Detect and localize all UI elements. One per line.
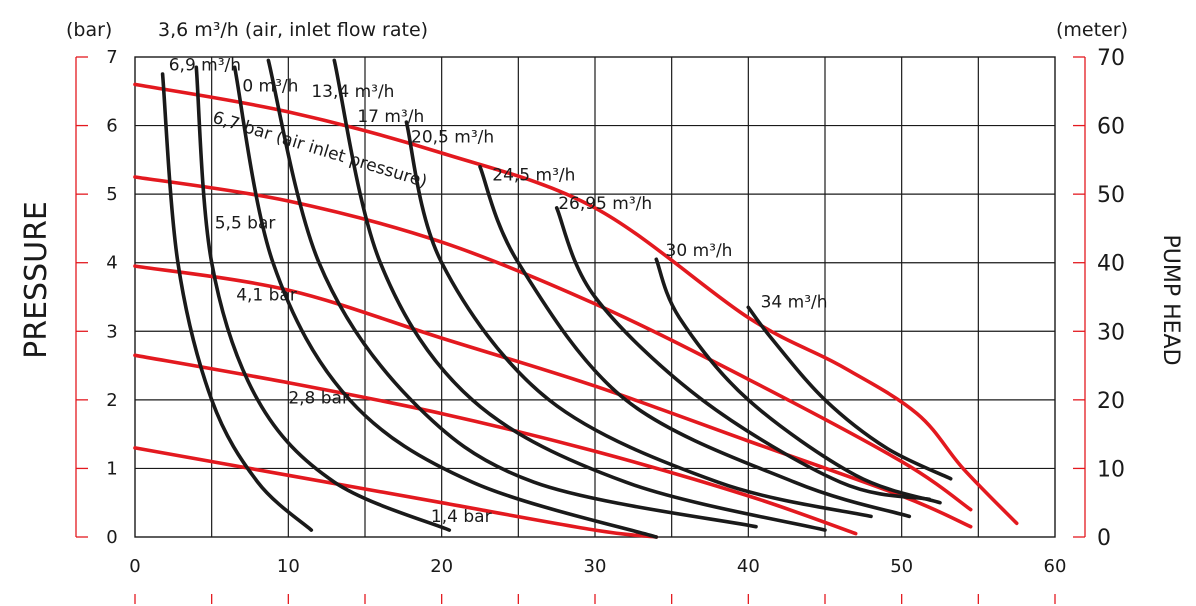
air-flow-curve-label: 24,5 m³/h <box>492 165 575 185</box>
left-tick-label: 6 <box>106 116 117 137</box>
right-tick-label: 10 <box>1097 457 1125 482</box>
air-flow-curve-label: 30 m³/h <box>666 241 733 261</box>
left-tick-label: 2 <box>106 390 117 411</box>
air-flow-curve <box>654 257 942 505</box>
x-tick-label: 50 <box>890 556 913 577</box>
air-flow-curve-label: 17 m³/h <box>357 107 424 127</box>
air-flow-curve-label: 34 m³/h <box>761 292 828 312</box>
left-tick-label: 1 <box>106 458 117 479</box>
left-tick-label: 5 <box>106 184 117 205</box>
air-flow-curve <box>232 65 659 539</box>
x-tick-label: 30 <box>584 556 607 577</box>
left-tick-label: 3 <box>106 321 117 342</box>
air-flow-curve-label: 13,4 m³/h <box>311 82 394 102</box>
left-tick-label: 0 <box>106 527 117 548</box>
left-axis-title: PRESSURE <box>19 201 54 359</box>
pressure-curve-label: 5,5 bar <box>215 213 276 233</box>
curves <box>133 58 1019 539</box>
left-axis-unit: (bar) <box>66 19 112 41</box>
right-tick-label: 20 <box>1097 389 1125 414</box>
pressure-curve <box>133 353 858 536</box>
right-tick-label: 30 <box>1097 320 1125 345</box>
right-axis-unit: (meter) <box>1056 19 1128 41</box>
right-tick-label: 50 <box>1097 183 1125 208</box>
air-flow-curve-label: 20,5 m³/h <box>411 128 494 148</box>
pressure-curve-label: 2,8 bar <box>288 388 349 408</box>
pressure-curve <box>133 446 659 539</box>
air-flow-curve <box>194 65 452 532</box>
air-flow-curve <box>478 164 912 519</box>
air-flow-curve <box>554 206 932 502</box>
pressure-curve <box>133 82 1019 526</box>
pressure-curve-label: 1,4 bar <box>431 507 492 527</box>
x-tick-label: 10 <box>277 556 300 577</box>
x-tick-label: 60 <box>1044 556 1067 577</box>
right-tick-label: 70 <box>1097 46 1125 71</box>
pressure-curve <box>133 175 973 512</box>
x-tick-label: 0 <box>129 556 140 577</box>
air-flow-curve <box>160 72 314 532</box>
right-axis-title: PUMP HEAD <box>1158 234 1183 365</box>
air-flow-curve-label: 6,9 m³/h <box>169 56 241 76</box>
air-flow-curve <box>266 58 758 529</box>
right-tick-label: 0 <box>1097 526 1111 551</box>
x-tick-label: 20 <box>430 556 453 577</box>
air-flow-curve <box>332 58 827 532</box>
air-flow-curve <box>404 120 873 519</box>
x-tick-label: 40 <box>737 556 760 577</box>
top-annotation: 3,6 m³/h (air, inlet flow rate) <box>158 19 428 41</box>
left-tick-label: 4 <box>106 253 117 274</box>
pressure-curve-label: 4,1 bar <box>236 285 297 305</box>
air-flow-curve <box>746 305 953 481</box>
air-flow-curve-label: 26,95 m³/h <box>558 194 652 214</box>
air-flow-curve-label: 0 m³/h <box>242 76 298 96</box>
axis-text: (bar) 3,6 m³/h (air, inlet flow rate) (m… <box>19 19 1183 366</box>
right-tick-label: 40 <box>1097 252 1125 277</box>
right-tick-label: 60 <box>1097 115 1125 140</box>
left-tick-label: 7 <box>106 47 117 68</box>
